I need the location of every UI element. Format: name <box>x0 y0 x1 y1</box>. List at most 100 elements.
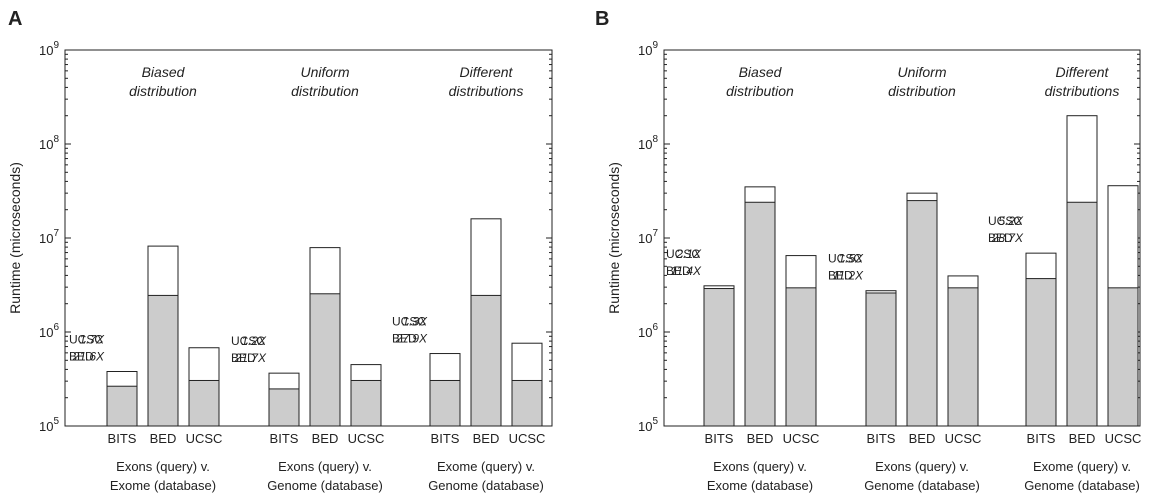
distribution-label: distributions <box>449 83 524 99</box>
distribution-label: distribution <box>129 83 197 99</box>
bar-shaded-ucsc <box>1107 287 1139 427</box>
group-label-line2: Exome (database) <box>110 478 216 493</box>
category-label: BED <box>1069 431 1096 446</box>
annotation-bed-speedup: 11.2X <box>833 269 864 283</box>
bar-shaded-bits <box>268 388 300 427</box>
y-tick-label: 105 <box>39 416 59 434</box>
y-tick-label: 109 <box>638 40 658 58</box>
y-tick-label: 109 <box>39 40 59 58</box>
category-label: BED <box>747 431 774 446</box>
group-label-line2: Genome (database) <box>428 478 544 493</box>
category-label: BITS <box>1027 431 1056 446</box>
category-label: UCSC <box>945 431 982 446</box>
bar-shaded-bits <box>429 379 461 427</box>
bar-shaded-ucsc <box>350 379 382 427</box>
category-label: BED <box>150 431 177 446</box>
category-label: UCSC <box>348 431 385 446</box>
y-axis-label: Runtime (microseconds) <box>606 162 622 314</box>
annotation-ucsc-speedup: 2.1X <box>675 247 702 261</box>
annotation-ucsc-speedup: 1.5X <box>838 252 864 266</box>
bar-shaded-bed <box>744 201 776 427</box>
annotation-bed-speedup: 21.7X <box>234 351 267 365</box>
annotation-bed: BED <box>69 350 94 364</box>
category-label: BED <box>312 431 339 446</box>
distribution-label: distribution <box>726 83 794 99</box>
y-tick-label: 106 <box>39 322 59 340</box>
distribution-label: distribution <box>291 83 359 99</box>
category-label: UCSC <box>186 431 223 446</box>
panel-b-chart: 105 106 107 108 109 Runtime (microseconds) Bia… <box>606 40 1141 493</box>
bar-shaded-bed <box>1066 201 1098 427</box>
category-label: BITS <box>270 431 299 446</box>
annotation-bed: BED <box>666 264 691 278</box>
annotation-ucsc: UCSC <box>392 315 426 329</box>
category-label: UCSC <box>1105 431 1142 446</box>
annotation-bed-speedup: 21.6X <box>72 350 105 364</box>
group-label-line1: Exons (query) v. <box>713 459 807 474</box>
category-label: BED <box>473 431 500 446</box>
category-label: BITS <box>431 431 460 446</box>
annotation-ucsc: UCSC <box>828 252 862 266</box>
annotation-bed: BED <box>231 351 256 365</box>
group-label-line2: Genome (database) <box>267 478 383 493</box>
group-label-line1: Exome (query) v. <box>437 459 535 474</box>
y-tick-label: 107 <box>638 228 658 246</box>
distribution-label: Different <box>460 64 514 80</box>
bar-shaded-ucsc <box>947 287 979 427</box>
distribution-label: Biased <box>142 64 186 80</box>
group-label-line1: Exons (query) v. <box>875 459 969 474</box>
y-tick-label: 108 <box>39 134 59 152</box>
bar-shaded-bed <box>147 294 179 427</box>
annotation-bed-speedup: 11.4X <box>671 264 702 278</box>
bar-shaded-ucsc <box>511 379 543 427</box>
annotation-ucsc: UCSC <box>666 247 700 261</box>
distribution-label: Biased <box>739 64 783 80</box>
panel-letter-b: B <box>595 8 609 30</box>
bar-shaded-ucsc <box>188 379 220 427</box>
category-label: BITS <box>108 431 137 446</box>
annotation-ucsc-speedup: 1.2X <box>241 334 267 348</box>
category-label: BITS <box>705 431 734 446</box>
bar-shaded-ucsc <box>785 287 817 427</box>
category-label: BED <box>909 431 936 446</box>
distribution-label: Uniform <box>300 64 349 80</box>
panel-letter-a: A <box>8 8 22 30</box>
distribution-label: distribution <box>888 83 956 99</box>
annotation-bed: BED <box>988 231 1013 245</box>
annotation-bed-speedup: 28.7X <box>991 231 1024 245</box>
bar-shaded-bits <box>106 385 138 427</box>
annotation-bed-speedup: 27.9X <box>395 332 428 346</box>
bar-shaded-bits <box>865 292 897 427</box>
bar-shaded-bed <box>906 200 938 427</box>
y-tick-label: 105 <box>638 416 658 434</box>
group-label-line1: Exons (query) v. <box>278 459 372 474</box>
annotation-ucsc-speedup: 1.7X <box>79 333 105 347</box>
annotation-bed: BED <box>828 269 853 283</box>
distribution-label: distributions <box>1045 83 1120 99</box>
annotation-ucsc-speedup: 5.2X <box>998 214 1024 228</box>
y-tick-label: 108 <box>638 134 658 152</box>
annotation-ucsc: UCSC <box>231 334 265 348</box>
bar-shaded-bits <box>1025 278 1057 427</box>
y-tick-label: 107 <box>39 228 59 246</box>
y-axis-label: Runtime (microseconds) <box>7 162 23 314</box>
bar-shaded-bed <box>309 293 341 427</box>
category-label: UCSC <box>783 431 820 446</box>
y-tick-label: 106 <box>638 322 658 340</box>
group-label-line1: Exome (query) v. <box>1033 459 1131 474</box>
category-label: UCSC <box>509 431 546 446</box>
annotation-ucsc-speedup: 1.3X <box>402 315 428 329</box>
group-label-line2: Exome (database) <box>707 478 813 493</box>
distribution-label: Different <box>1056 64 1110 80</box>
distribution-label: Uniform <box>897 64 946 80</box>
category-label: BITS <box>867 431 896 446</box>
group-label-line2: Genome (database) <box>1024 478 1140 493</box>
panel-a-chart: 105 106 107 108 109 Runtime (microseconds) Bia… <box>7 40 553 493</box>
bar-shaded-bits <box>703 288 735 427</box>
group-label-line2: Genome (database) <box>864 478 980 493</box>
annotation-ucsc: UCSC <box>69 333 103 347</box>
annotation-ucsc: UCSC <box>988 214 1022 228</box>
group-label-line1: Exons (query) v. <box>116 459 210 474</box>
annotation-bed: BED <box>392 332 417 346</box>
